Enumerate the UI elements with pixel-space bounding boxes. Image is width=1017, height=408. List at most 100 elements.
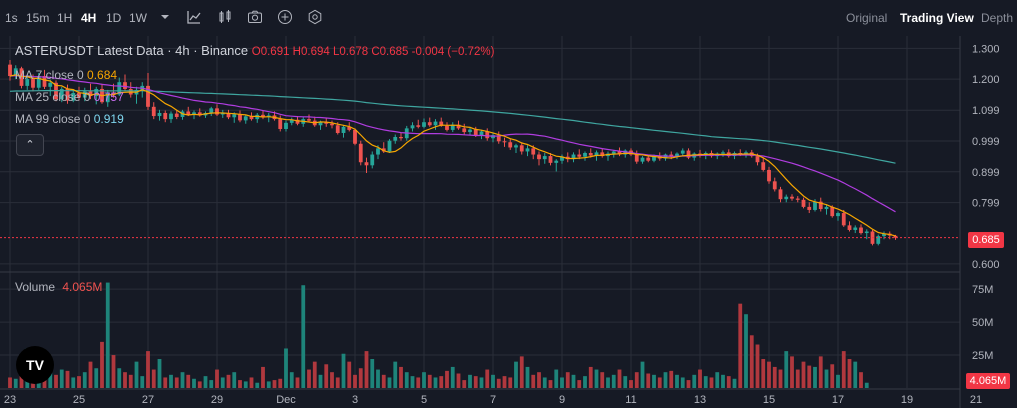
candles-icon[interactable] (217, 9, 233, 25)
interval-1d[interactable]: 1D (106, 11, 122, 25)
last-price-badge: 0.685 (968, 232, 1004, 248)
ma7-legend[interactable]: MA 7 close 0 0.684 (15, 68, 117, 82)
candle-body (399, 136, 403, 139)
collapse-legend-button[interactable]: ⌃ (16, 134, 44, 156)
candle-body (42, 76, 47, 87)
volume-bar (197, 381, 202, 388)
volume-bar (220, 377, 225, 388)
candle-body (238, 114, 242, 121)
time-tick-label: 29 (211, 394, 223, 406)
volume-bar (341, 353, 346, 388)
volume-bar (295, 377, 300, 388)
volume-bar (318, 374, 323, 388)
candle-body (721, 152, 725, 154)
candle-body (646, 157, 651, 161)
interval-1h[interactable]: 1H (57, 11, 73, 25)
chevron-down-icon[interactable] (157, 9, 173, 25)
volume-bar (289, 372, 294, 388)
ma25-legend[interactable]: MA 25 close 0 0.757 (15, 90, 124, 104)
volume-tick-label: 25M (972, 350, 993, 362)
candle-body (410, 125, 415, 129)
volume-bar (525, 366, 530, 388)
candle-body (48, 82, 53, 87)
volume-bar (485, 369, 490, 388)
volume-bar (738, 303, 743, 388)
moving-averages (9, 74, 896, 237)
volume-bar (646, 373, 651, 388)
price-tick-label: 0.799 (972, 198, 1000, 210)
volume-bar (784, 351, 789, 388)
candle-body (13, 68, 18, 77)
plus-circle-icon[interactable] (277, 9, 293, 25)
indicators-icon[interactable] (186, 9, 202, 25)
candle-body (192, 112, 196, 115)
candle-body (249, 116, 254, 120)
volume-bar (755, 344, 760, 388)
candle-body (174, 113, 179, 117)
candle-body (341, 126, 346, 133)
volume-bar (255, 382, 260, 388)
volume-bar (209, 380, 214, 388)
interval-15m[interactable]: 15m (26, 11, 50, 25)
candle-body (634, 154, 639, 162)
volume-bar (606, 377, 610, 388)
tab-depth[interactable]: Depth (981, 11, 1014, 25)
time-tick-label: 9 (559, 394, 565, 406)
camera-icon[interactable] (247, 9, 263, 25)
price-chart[interactable]: 1.300 1.200 1.099 0.999 0.899 0.799 0.600 75M 5… (0, 36, 1017, 408)
volume-bar (266, 381, 271, 388)
volume-bar (59, 369, 64, 388)
interval-4h[interactable]: 4H (81, 11, 97, 25)
candle-body (284, 122, 288, 129)
volume-bar (715, 372, 720, 388)
volume-bar (571, 374, 576, 388)
candle-body (295, 119, 300, 124)
tab-original[interactable]: Original (846, 11, 888, 25)
volume-bar (657, 377, 662, 388)
ma25-value: 0.757 (93, 90, 124, 104)
interval-1w[interactable]: 1W (129, 11, 147, 25)
candle-body (542, 156, 547, 160)
candle-body (508, 142, 513, 148)
symbol-title: ASTERUSDT Latest Data · 4h · Binance (15, 43, 249, 58)
ma7-line (9, 74, 896, 237)
volume-bar (134, 361, 139, 388)
candle-body (525, 148, 530, 152)
volume-bar (376, 369, 380, 388)
candle-body (847, 225, 852, 230)
candle-body (427, 122, 432, 126)
volume-label: Volume (15, 280, 56, 294)
settings-icon[interactable] (307, 9, 323, 25)
volume-bar (123, 372, 127, 388)
chart-legend: ASTERUSDT Latest Data · 4h · Binance O0.… (15, 43, 494, 58)
candle-body (94, 88, 99, 97)
volume-bar (732, 378, 737, 388)
ma99-legend[interactable]: MA 99 close 0 0.919 (15, 112, 124, 126)
price-tick-label: 0.999 (972, 136, 1000, 148)
interval-1s[interactable]: 1s (5, 11, 18, 25)
volume-bar (301, 285, 306, 388)
volume-bar (404, 372, 409, 388)
volume-bar (381, 374, 386, 388)
candle-body (307, 119, 311, 121)
candle-body (548, 156, 553, 163)
volume-bar (215, 369, 219, 388)
time-axis: 23 25 27 29 Dec 3 5 7 9 11 13 15 17 19 21 (4, 394, 982, 406)
volume-bar (514, 361, 518, 388)
volume-bar (588, 366, 593, 388)
volume-axis: 75M 50M 25M (972, 284, 993, 362)
volume-bar (422, 372, 426, 388)
candle-body (623, 150, 628, 155)
volume-bar (864, 382, 869, 388)
tab-trading-view[interactable]: Trading View (900, 11, 974, 25)
candle-body (560, 156, 564, 161)
volume-bar (54, 374, 58, 388)
candle-body (767, 169, 771, 182)
volume-bar (629, 380, 633, 388)
volume-bar (163, 377, 168, 388)
candle-body (893, 235, 898, 238)
volume-bar (243, 381, 248, 388)
volume-bar (203, 376, 208, 388)
volume-bar (88, 361, 93, 388)
tradingview-logo[interactable]: TV (16, 346, 54, 384)
